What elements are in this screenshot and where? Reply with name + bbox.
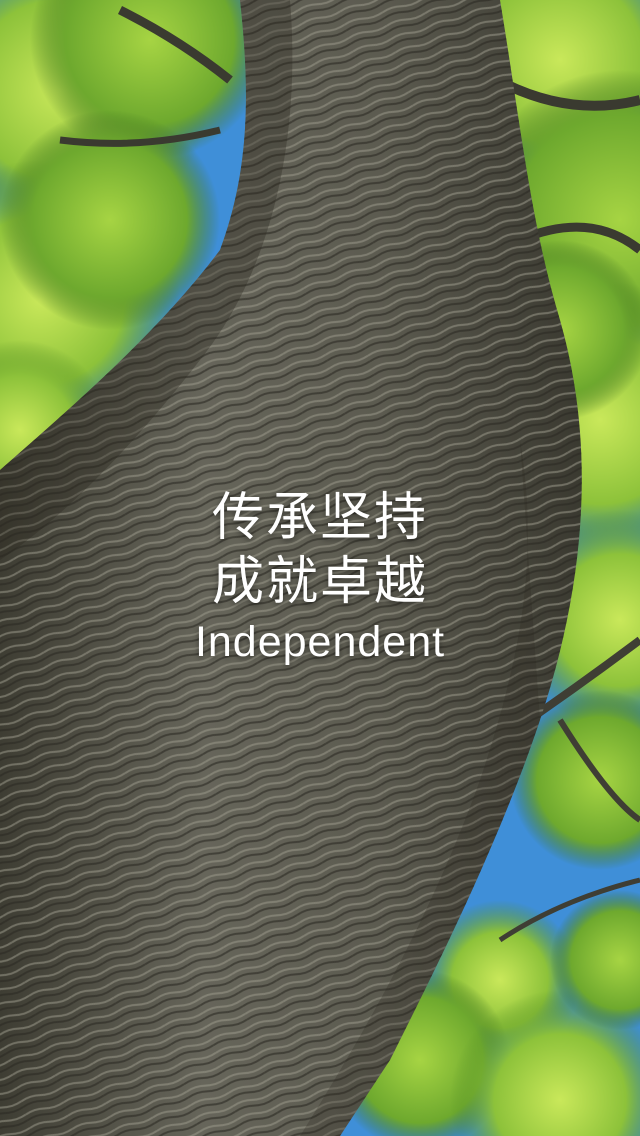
title-line-2: 成就卓越 [211, 552, 428, 612]
brand-subtitle: Independent [194, 618, 446, 666]
title-line-1: 传承坚持 [211, 488, 428, 548]
splash-headline: 传承坚持 成就卓越 Independent [0, 486, 640, 668]
